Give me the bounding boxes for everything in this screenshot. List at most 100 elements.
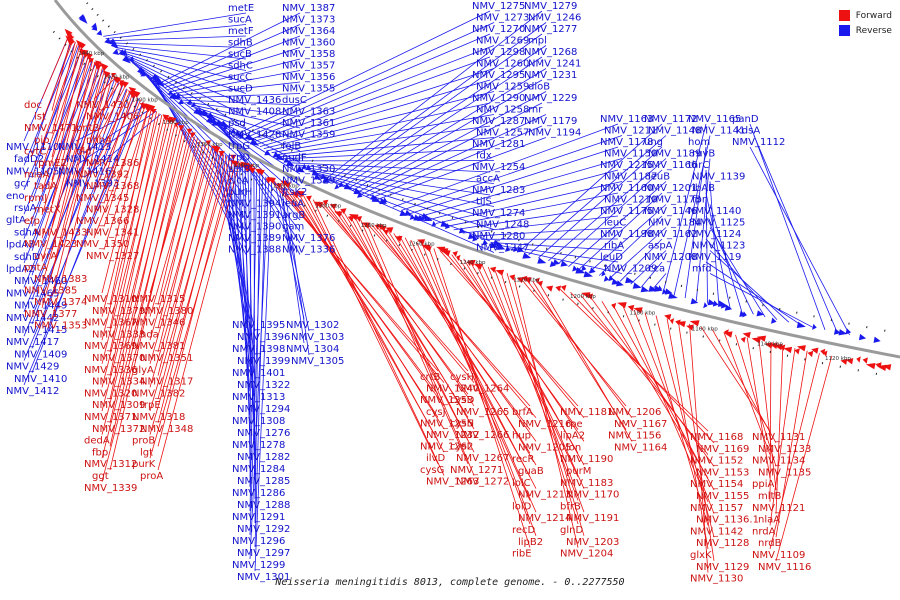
gene-label: cysJ xyxy=(426,407,446,418)
gene-label: NMV_1372 xyxy=(92,424,145,435)
leader-line xyxy=(51,63,98,250)
leader-line xyxy=(149,143,207,341)
gene-label: NMV_1288 xyxy=(237,500,290,511)
ring-tick xyxy=(533,289,535,292)
gene-label: NMV_1312 xyxy=(84,459,137,470)
reverse-gene xyxy=(96,29,103,36)
gene-label: NMV_1336 xyxy=(282,245,335,256)
leader-line xyxy=(23,88,127,337)
gene-label: leuD xyxy=(600,252,623,263)
ring-tick xyxy=(76,56,79,59)
gene-label: NMV_1153 xyxy=(696,467,749,478)
leader-line xyxy=(157,155,228,423)
forward-gene xyxy=(120,80,129,88)
reverse-gene xyxy=(858,333,867,341)
leader-line xyxy=(769,348,796,526)
map-title: Neisseria meningitidis 8013, complete ge… xyxy=(275,577,625,588)
gene-label: pntB xyxy=(76,123,100,134)
ring-tick xyxy=(311,159,314,162)
gene-label: fdx xyxy=(476,151,492,162)
forward-gene xyxy=(77,40,86,50)
gene-label: NMV_1259 xyxy=(476,82,529,93)
gene-label: NMV_1333 xyxy=(92,329,145,340)
ring-tick xyxy=(411,248,413,251)
leader-line xyxy=(365,114,547,197)
leader-line xyxy=(382,228,537,442)
leader-line xyxy=(705,192,731,310)
gene-label: lolC xyxy=(512,478,531,489)
ring-tick xyxy=(107,25,110,28)
gene-label: NMV_1119 xyxy=(688,252,741,263)
forward-gene xyxy=(131,89,141,98)
reverse-gene xyxy=(625,276,635,284)
forward-gene xyxy=(280,180,288,187)
gene-label: serB xyxy=(228,164,250,175)
reverse-gene xyxy=(121,49,128,56)
leader-line xyxy=(457,256,585,442)
gene-label: NMV_1286 xyxy=(232,488,285,499)
forward-gene xyxy=(174,122,180,128)
gene-label: NMV_1329 xyxy=(282,176,335,187)
gene-label: NMV_1167 xyxy=(614,419,667,430)
reverse-gene xyxy=(417,215,426,221)
leader-line xyxy=(182,99,301,106)
gene-label: pntA xyxy=(24,262,48,273)
gene-label: miaA xyxy=(24,170,50,181)
leader-line xyxy=(244,33,491,139)
reverse-gene xyxy=(812,323,817,330)
reverse-gene xyxy=(583,271,593,278)
gene-label: NMV_1208 xyxy=(644,252,697,263)
leader-line xyxy=(578,192,663,270)
reverse-gene xyxy=(156,79,165,87)
leader-line xyxy=(304,168,495,207)
ring-tick xyxy=(160,70,163,73)
leader-line xyxy=(255,68,495,145)
ring-tick xyxy=(604,264,606,267)
gene-label: NMV_1215 xyxy=(600,160,653,171)
gene-label: NMV_1157 xyxy=(690,503,743,514)
gene-label: ung xyxy=(644,137,663,148)
leader-line xyxy=(280,184,305,344)
gene-label: NMV_1152 xyxy=(690,456,743,467)
forward-gene xyxy=(277,183,282,189)
leader-line xyxy=(103,12,247,37)
leader-line xyxy=(249,175,264,536)
ring-tick xyxy=(398,244,401,247)
gene-label: NMV_1442 xyxy=(6,313,59,324)
leader-line xyxy=(119,51,247,94)
leader-line xyxy=(421,243,531,525)
reverse-gene xyxy=(371,195,381,202)
gene-label: ppiA xyxy=(752,479,774,490)
leader-line xyxy=(109,111,157,329)
gene-label: NMV_1203 xyxy=(566,537,619,548)
leader-line xyxy=(651,273,667,291)
ring-tick xyxy=(752,347,754,350)
gene-label: recD xyxy=(512,525,536,536)
kbp-tick-label: 1260 kbp xyxy=(409,242,435,248)
leader-line xyxy=(630,250,667,285)
reverse-gene xyxy=(560,260,568,267)
leader-line xyxy=(51,72,108,297)
gene-label: rnr xyxy=(528,105,543,116)
reverse-gene xyxy=(140,71,146,77)
gene-label: NMV_1272 xyxy=(456,476,509,487)
gene-label: NMV_1373 xyxy=(282,15,335,26)
gene-label: dusC xyxy=(282,95,307,106)
ring-tick xyxy=(702,335,704,338)
gene-label: nhhA xyxy=(86,135,112,146)
gene-label: NMV_1136.1 xyxy=(696,515,759,526)
reverse-gene xyxy=(616,280,624,287)
leader-line xyxy=(103,105,150,250)
gene-label: NMV_1308 xyxy=(232,416,285,427)
leader-line xyxy=(240,22,495,137)
leader-line xyxy=(371,224,537,419)
ring-tick xyxy=(414,202,416,206)
leader-line xyxy=(758,340,777,491)
gene-label: ftsK2 xyxy=(282,187,307,198)
forward-gene xyxy=(611,302,617,310)
gene-label: NMV_1328 xyxy=(86,204,139,215)
leader-line xyxy=(528,135,667,256)
gene-label: nudF xyxy=(282,153,307,164)
ring-tick xyxy=(118,93,121,96)
forward-gene xyxy=(536,280,543,287)
